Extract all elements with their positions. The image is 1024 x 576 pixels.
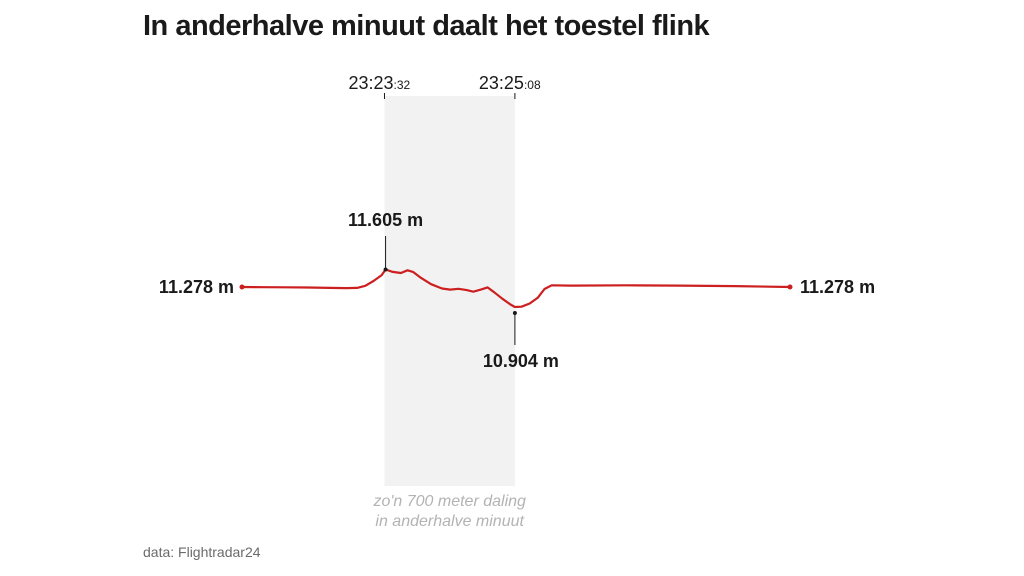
tick-label-start: 23:23:32 <box>348 73 410 93</box>
tick-end-main: 23:25 <box>479 73 524 93</box>
highlight-note-line-2: in anderhalve minuut <box>375 513 524 530</box>
end-point <box>787 284 793 290</box>
tick-start-seconds: :32 <box>394 78 411 92</box>
tick-start-main: 23:23 <box>348 73 393 93</box>
highlight-band <box>384 96 515 486</box>
chart-title: In anderhalve minuut daalt het toestel f… <box>143 10 710 42</box>
peak-value-label: 11.605 m <box>348 210 423 230</box>
start-value-label: 11.278 m <box>159 277 234 297</box>
tick-label-end: 23:25:08 <box>479 73 541 93</box>
trough-value-label: 10.904 m <box>483 351 559 371</box>
start-point <box>239 284 245 290</box>
tick-end-seconds: :08 <box>524 78 541 92</box>
peak-point <box>383 267 388 272</box>
end-value-label: 11.278 m <box>800 277 875 297</box>
source-credit: data: Flightradar24 <box>143 544 261 560</box>
altitude-series-line <box>240 268 792 309</box>
highlight-note-line-1: zo'n 700 meter daling <box>372 493 526 510</box>
